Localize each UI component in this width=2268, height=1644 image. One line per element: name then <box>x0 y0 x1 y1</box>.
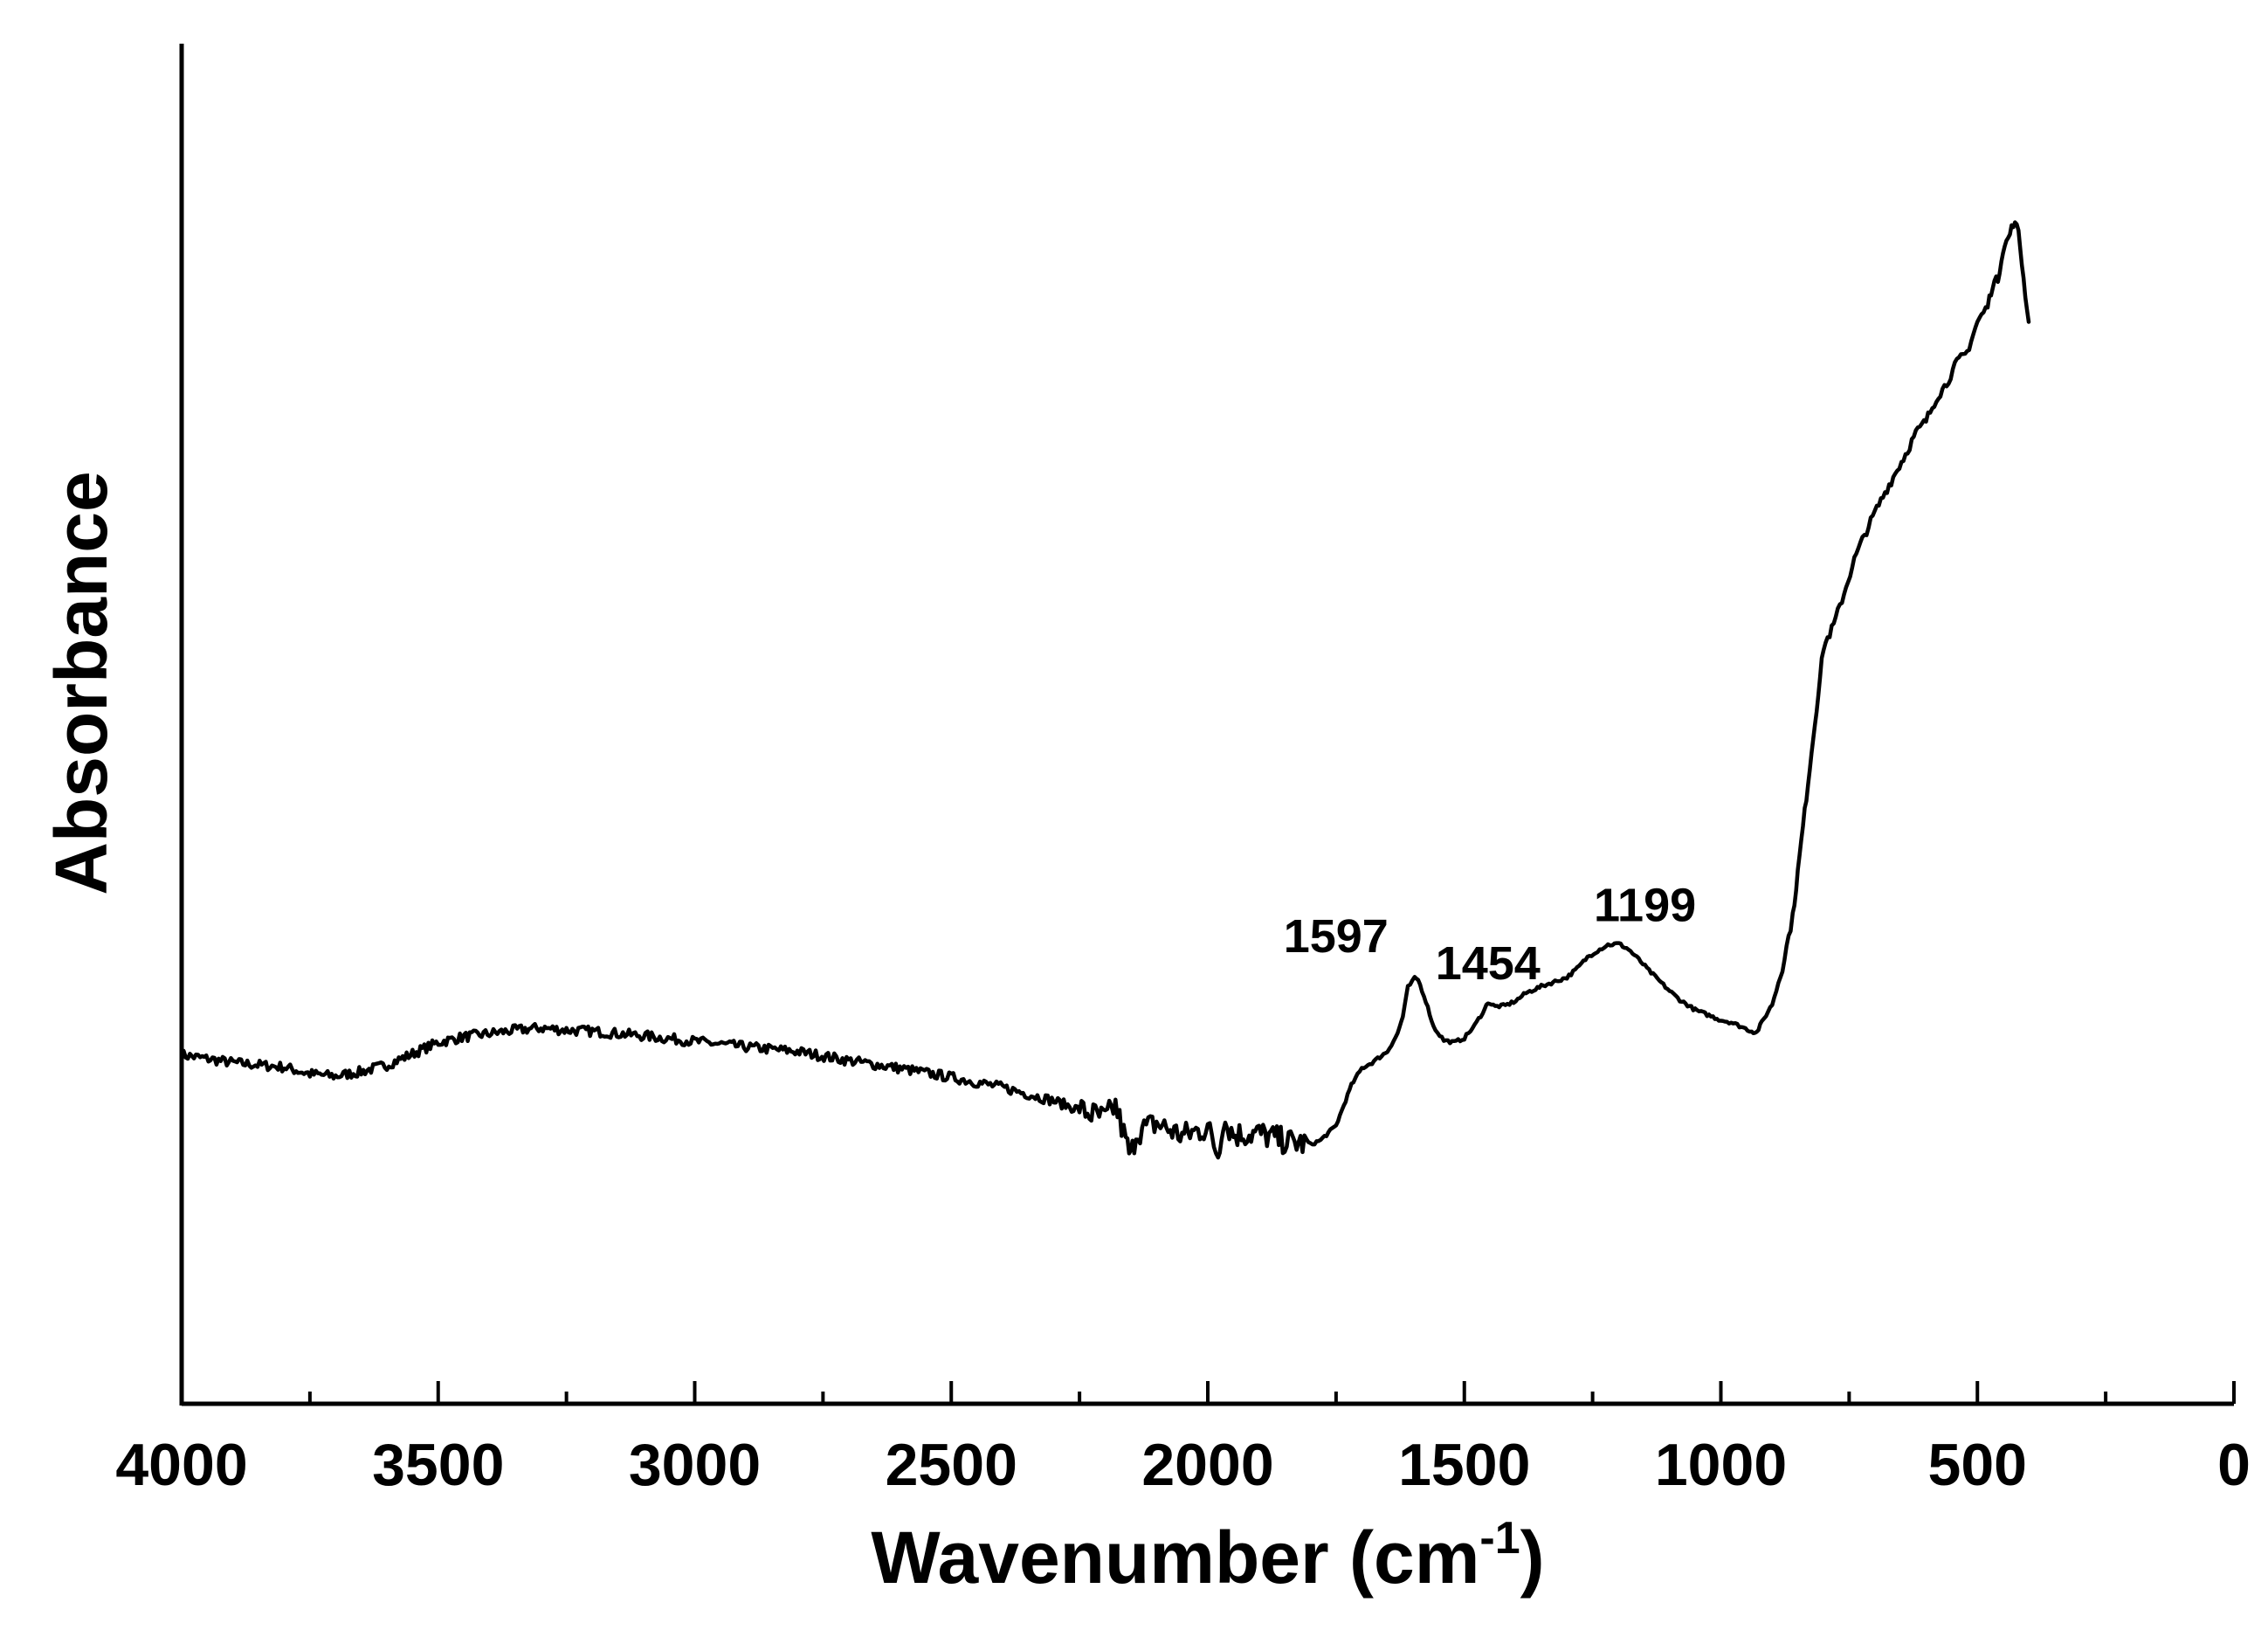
peak-label-1454: 1454 <box>1436 937 1541 990</box>
x-axis: 4000 3500 3000 2500 2000 1500 1000 500 0 Wavenum… <box>115 1381 2251 1599</box>
x-axis-title-superscript: -1 <box>1479 1513 1520 1564</box>
peak-label-1199: 1199 <box>1594 879 1696 931</box>
x-tick-label: 4000 <box>115 1432 247 1498</box>
x-tick-label: 1500 <box>1398 1432 1530 1498</box>
x-tick-labels: 4000 3500 3000 2500 2000 1500 1000 500 0 <box>115 1432 2251 1498</box>
x-tick-label: 3500 <box>372 1432 504 1498</box>
x-tick-label: 3000 <box>629 1432 761 1498</box>
x-ticks <box>180 1381 2236 1404</box>
y-axis: Absorbance <box>40 44 184 1406</box>
x-axis-title: Wavenumber (cm-1) <box>871 1513 1544 1599</box>
spectrum-line <box>179 220 2031 1160</box>
y-axis-title: Absorbance <box>40 471 122 895</box>
peak-annotations: 1597 1454 1199 <box>1284 879 1696 990</box>
x-tick-label: 2000 <box>1141 1432 1273 1498</box>
x-tick-label: 0 <box>2217 1432 2251 1498</box>
x-tick-label: 500 <box>1928 1432 2027 1498</box>
x-tick-label: 2500 <box>886 1432 1017 1498</box>
peak-label-1597: 1597 <box>1284 910 1389 963</box>
x-tick-label: 1000 <box>1655 1432 1787 1498</box>
